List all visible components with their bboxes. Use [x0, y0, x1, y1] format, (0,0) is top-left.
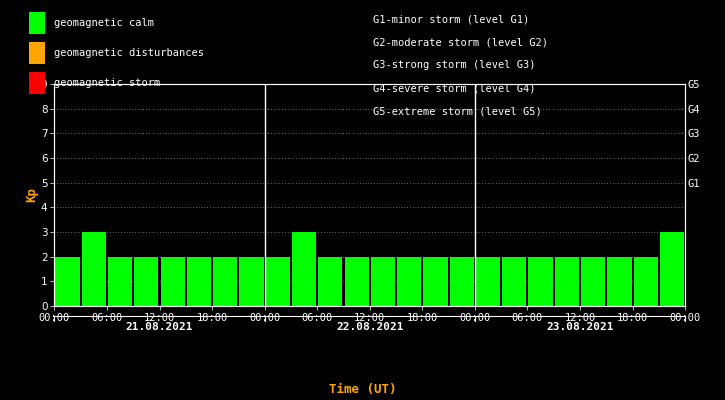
Bar [318, 257, 342, 306]
Text: 22.08.2021: 22.08.2021 [336, 322, 404, 332]
Bar [529, 257, 552, 306]
Bar [265, 257, 290, 306]
Text: G1-minor storm (level G1): G1-minor storm (level G1) [373, 14, 530, 24]
Text: G4-severe storm (level G4): G4-severe storm (level G4) [373, 84, 536, 94]
Text: geomagnetic calm: geomagnetic calm [54, 18, 154, 28]
Text: 23.08.2021: 23.08.2021 [546, 322, 614, 332]
Bar [108, 257, 132, 306]
Bar [239, 257, 264, 306]
Text: G5-extreme storm (level G5): G5-extreme storm (level G5) [373, 107, 542, 117]
Bar [344, 257, 369, 306]
Bar [397, 257, 421, 306]
Text: G2-moderate storm (level G2): G2-moderate storm (level G2) [373, 37, 548, 47]
Bar [187, 257, 211, 306]
Bar [555, 257, 579, 306]
Bar [581, 257, 605, 306]
Text: G3-strong storm (level G3): G3-strong storm (level G3) [373, 60, 536, 70]
Bar [502, 257, 526, 306]
Bar [292, 232, 316, 306]
Text: Time (UT): Time (UT) [328, 383, 397, 396]
Bar [634, 257, 658, 306]
Bar [476, 257, 500, 306]
Bar [370, 257, 395, 306]
Text: geomagnetic storm: geomagnetic storm [54, 78, 160, 88]
Text: geomagnetic disturbances: geomagnetic disturbances [54, 48, 204, 58]
Bar [55, 257, 80, 306]
Bar [423, 257, 447, 306]
Bar [608, 257, 631, 306]
Bar [660, 232, 684, 306]
Y-axis label: Kp: Kp [25, 188, 38, 202]
Bar [82, 232, 106, 306]
Bar [134, 257, 159, 306]
Bar [160, 257, 185, 306]
Bar [213, 257, 237, 306]
Text: 21.08.2021: 21.08.2021 [125, 322, 194, 332]
Bar [450, 257, 474, 306]
